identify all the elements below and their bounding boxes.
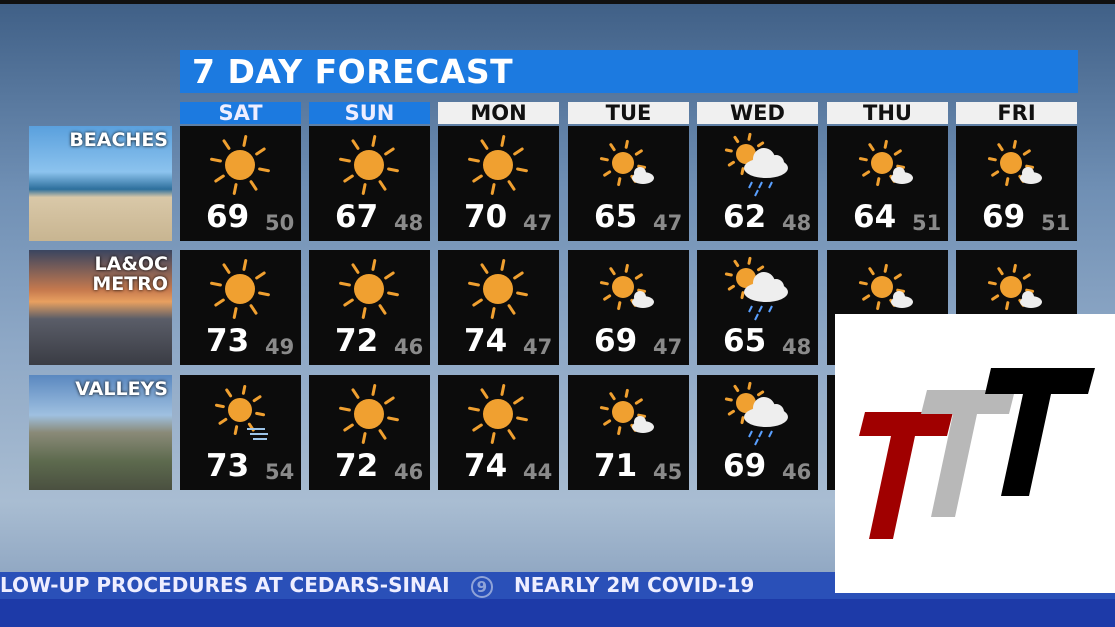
high-temp: 65 xyxy=(594,199,638,235)
low-temp: 47 xyxy=(653,335,683,359)
high-temp: 65 xyxy=(723,323,767,359)
day-header-mon: MON xyxy=(438,102,559,125)
high-temp: 74 xyxy=(464,448,508,484)
high-temp: 74 xyxy=(464,323,508,359)
forecast-cell: 67 48 xyxy=(309,126,430,241)
low-temp: 47 xyxy=(523,211,553,235)
high-temp: 64 xyxy=(853,199,897,235)
forecast-cell: 73 54 xyxy=(180,375,301,490)
low-temp: 46 xyxy=(394,460,424,484)
forecast-cell: 69 50 xyxy=(180,126,301,241)
low-temp: 49 xyxy=(265,335,295,359)
forecast-cell: 65 47 xyxy=(568,126,689,241)
mostly-sunny-icon xyxy=(858,139,913,187)
high-temp: 73 xyxy=(206,323,250,359)
forecast-cell: 69 47 xyxy=(568,250,689,365)
low-temp: 54 xyxy=(265,460,295,484)
high-temp: 62 xyxy=(723,199,767,235)
forecast-cell: 74 47 xyxy=(438,250,559,365)
day-header-sun: SUN xyxy=(309,102,430,125)
forecast-cell: 62 48 xyxy=(697,126,818,241)
forecast-cell: 69 51 xyxy=(956,126,1077,241)
sun-icon xyxy=(210,259,270,319)
low-temp: 51 xyxy=(912,211,942,235)
region-image: BEACHES xyxy=(29,126,172,241)
rain-cloud-sun-icon xyxy=(724,132,788,197)
mostly-sunny-icon xyxy=(599,388,654,436)
region-label: VALLEYS xyxy=(75,378,168,400)
region-label: BEACHES xyxy=(69,129,168,151)
low-temp: 47 xyxy=(653,211,683,235)
sun-icon xyxy=(339,135,399,195)
low-temp: 46 xyxy=(782,460,812,484)
forecast-cell: 71 45 xyxy=(568,375,689,490)
low-temp: 47 xyxy=(523,335,553,359)
watermark-logo xyxy=(835,314,1115,593)
mostly-sunny-icon xyxy=(599,139,654,187)
top-border xyxy=(0,0,1115,4)
mostly-sunny-icon xyxy=(858,263,913,311)
day-header-fri: FRI xyxy=(956,102,1077,125)
sun-icon xyxy=(339,259,399,319)
low-temp: 46 xyxy=(394,335,424,359)
rain-cloud-sun-icon xyxy=(724,381,788,446)
rain-cloud-sun-icon xyxy=(724,256,788,321)
sun-icon xyxy=(210,135,270,195)
low-temp: 48 xyxy=(782,335,812,359)
high-temp: 73 xyxy=(206,448,250,484)
region-image: VALLEYS xyxy=(29,375,172,490)
forecast-cell: 65 48 xyxy=(697,250,818,365)
sun-icon xyxy=(468,135,528,195)
bottom-band xyxy=(0,599,1115,627)
low-temp: 48 xyxy=(394,211,424,235)
mostly-sunny-icon xyxy=(987,139,1042,187)
low-temp: 45 xyxy=(653,460,683,484)
high-temp: 69 xyxy=(982,199,1026,235)
sun-icon xyxy=(468,259,528,319)
ticker-item: NEARLY 2M COVID-19 xyxy=(513,573,755,597)
mostly-sunny-icon xyxy=(599,263,654,311)
forecast-cell: 72 46 xyxy=(309,250,430,365)
high-temp: 72 xyxy=(335,448,379,484)
high-temp: 69 xyxy=(723,448,767,484)
day-header-tue: TUE xyxy=(568,102,689,125)
forecast-cell: 64 51 xyxy=(827,126,948,241)
sun-icon xyxy=(339,384,399,444)
low-temp: 48 xyxy=(782,211,812,235)
forecast-cell: 69 46 xyxy=(697,375,818,490)
low-temp: 44 xyxy=(523,460,553,484)
high-temp: 70 xyxy=(464,199,508,235)
forecast-cell: 70 47 xyxy=(438,126,559,241)
low-temp: 50 xyxy=(265,211,295,235)
day-header-sat: SAT xyxy=(180,102,301,125)
high-temp: 67 xyxy=(335,199,379,235)
day-header-thu: THU xyxy=(827,102,948,125)
low-temp: 51 xyxy=(1041,211,1071,235)
high-temp: 71 xyxy=(594,448,638,484)
forecast-cell: 72 46 xyxy=(309,375,430,490)
channel-logo-icon: 9 xyxy=(470,576,493,598)
forecast-cell: 73 49 xyxy=(180,250,301,365)
region-label: LA&OC METRO xyxy=(92,253,168,295)
sun-wind-icon xyxy=(214,384,268,440)
high-temp: 69 xyxy=(594,323,638,359)
day-header-wed: WED xyxy=(697,102,818,125)
forecast-title: 7 DAY FORECAST xyxy=(180,50,1078,93)
forecast-cell: 74 44 xyxy=(438,375,559,490)
mostly-sunny-icon xyxy=(987,263,1042,311)
high-temp: 69 xyxy=(206,199,250,235)
region-image: LA&OC METRO xyxy=(29,250,172,365)
ticker-item: LOW-UP PROCEDURES AT CEDARS-SINAI xyxy=(0,573,450,597)
high-temp: 72 xyxy=(335,323,379,359)
sun-icon xyxy=(468,384,528,444)
